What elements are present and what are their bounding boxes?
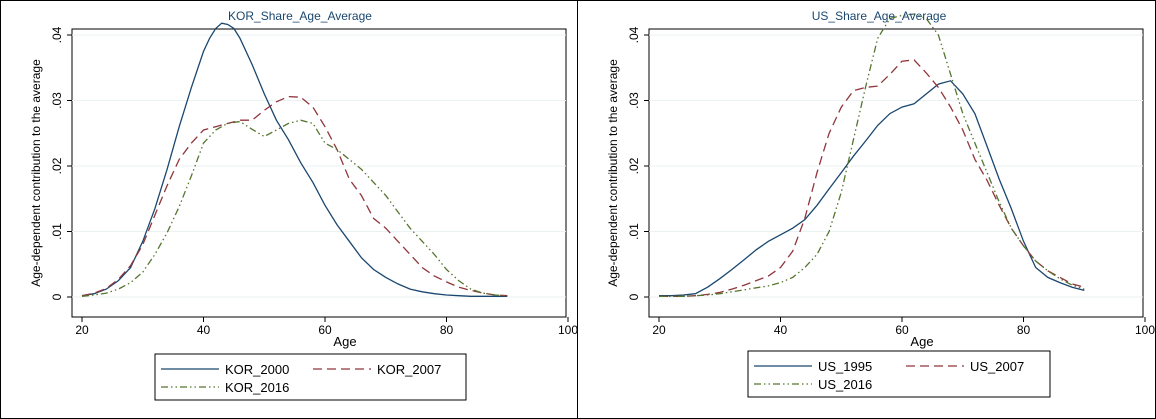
legend-label-US_2007: US_2007 bbox=[970, 359, 1024, 374]
legend-box bbox=[154, 353, 467, 401]
x-tick-label: 100 bbox=[558, 323, 578, 337]
x-tick-label: 80 bbox=[1017, 323, 1031, 337]
legend-label-KOR_2007: KOR_2007 bbox=[377, 362, 441, 377]
series-line-KOR_2007 bbox=[81, 95, 508, 297]
series-line-US_2016 bbox=[659, 13, 1085, 297]
x-tick-label: 60 bbox=[895, 323, 909, 337]
y-tick-label: .04 bbox=[50, 26, 64, 43]
y-tick-label: .02 bbox=[627, 157, 641, 174]
x-tick-label: 20 bbox=[652, 323, 666, 337]
x-tick-label: 20 bbox=[75, 323, 89, 337]
chart-0: 0 .01 .02 .03 .04 20 40 60 80 100 KOR_Share_Age_Av… bbox=[29, 9, 578, 401]
plot-area bbox=[71, 28, 567, 318]
y-tick-label: .01 bbox=[627, 223, 641, 240]
y-tick-label: .02 bbox=[50, 157, 64, 174]
x-tick-label: 60 bbox=[318, 323, 332, 337]
y-tick-label: .01 bbox=[50, 223, 64, 240]
x-axis-label: Age bbox=[910, 334, 933, 349]
chart-title: KOR_Share_Age_Average bbox=[228, 9, 372, 23]
y-tick-label: .03 bbox=[627, 92, 641, 109]
y-axis-label: Age-dependent contribution to the averag… bbox=[606, 59, 620, 287]
y-axis-label: Age-dependent contribution to the averag… bbox=[29, 59, 43, 287]
x-tick-label: 40 bbox=[197, 323, 211, 337]
plot-area bbox=[648, 28, 1144, 318]
legend-label-KOR_2000: KOR_2000 bbox=[225, 362, 289, 377]
chart-1: 0 .01 .02 .03 .04 20 40 60 80 100 US_Share_Age_Ave… bbox=[606, 9, 1155, 398]
y-tick-label: 0 bbox=[627, 293, 641, 300]
y-tick-label: 0 bbox=[50, 293, 64, 300]
series-line-KOR_2000 bbox=[81, 22, 508, 297]
legend-label-KOR_2016: KOR_2016 bbox=[225, 380, 289, 395]
x-tick-label: 40 bbox=[774, 323, 788, 337]
y-tick-label: .03 bbox=[50, 92, 64, 109]
legend-box bbox=[747, 350, 1051, 398]
series-line-KOR_2016 bbox=[81, 119, 508, 297]
series-line-US_1995 bbox=[659, 80, 1085, 297]
x-axis-label: Age bbox=[333, 334, 356, 349]
legend-label-US_1995: US_1995 bbox=[818, 359, 872, 374]
y-tick-label: .04 bbox=[627, 26, 641, 43]
legend-label-US_2016: US_2016 bbox=[818, 377, 872, 392]
chart-title: US_Share_Age_Average bbox=[812, 9, 947, 23]
x-tick-label: 80 bbox=[440, 323, 454, 337]
x-tick-label: 100 bbox=[1135, 323, 1155, 337]
